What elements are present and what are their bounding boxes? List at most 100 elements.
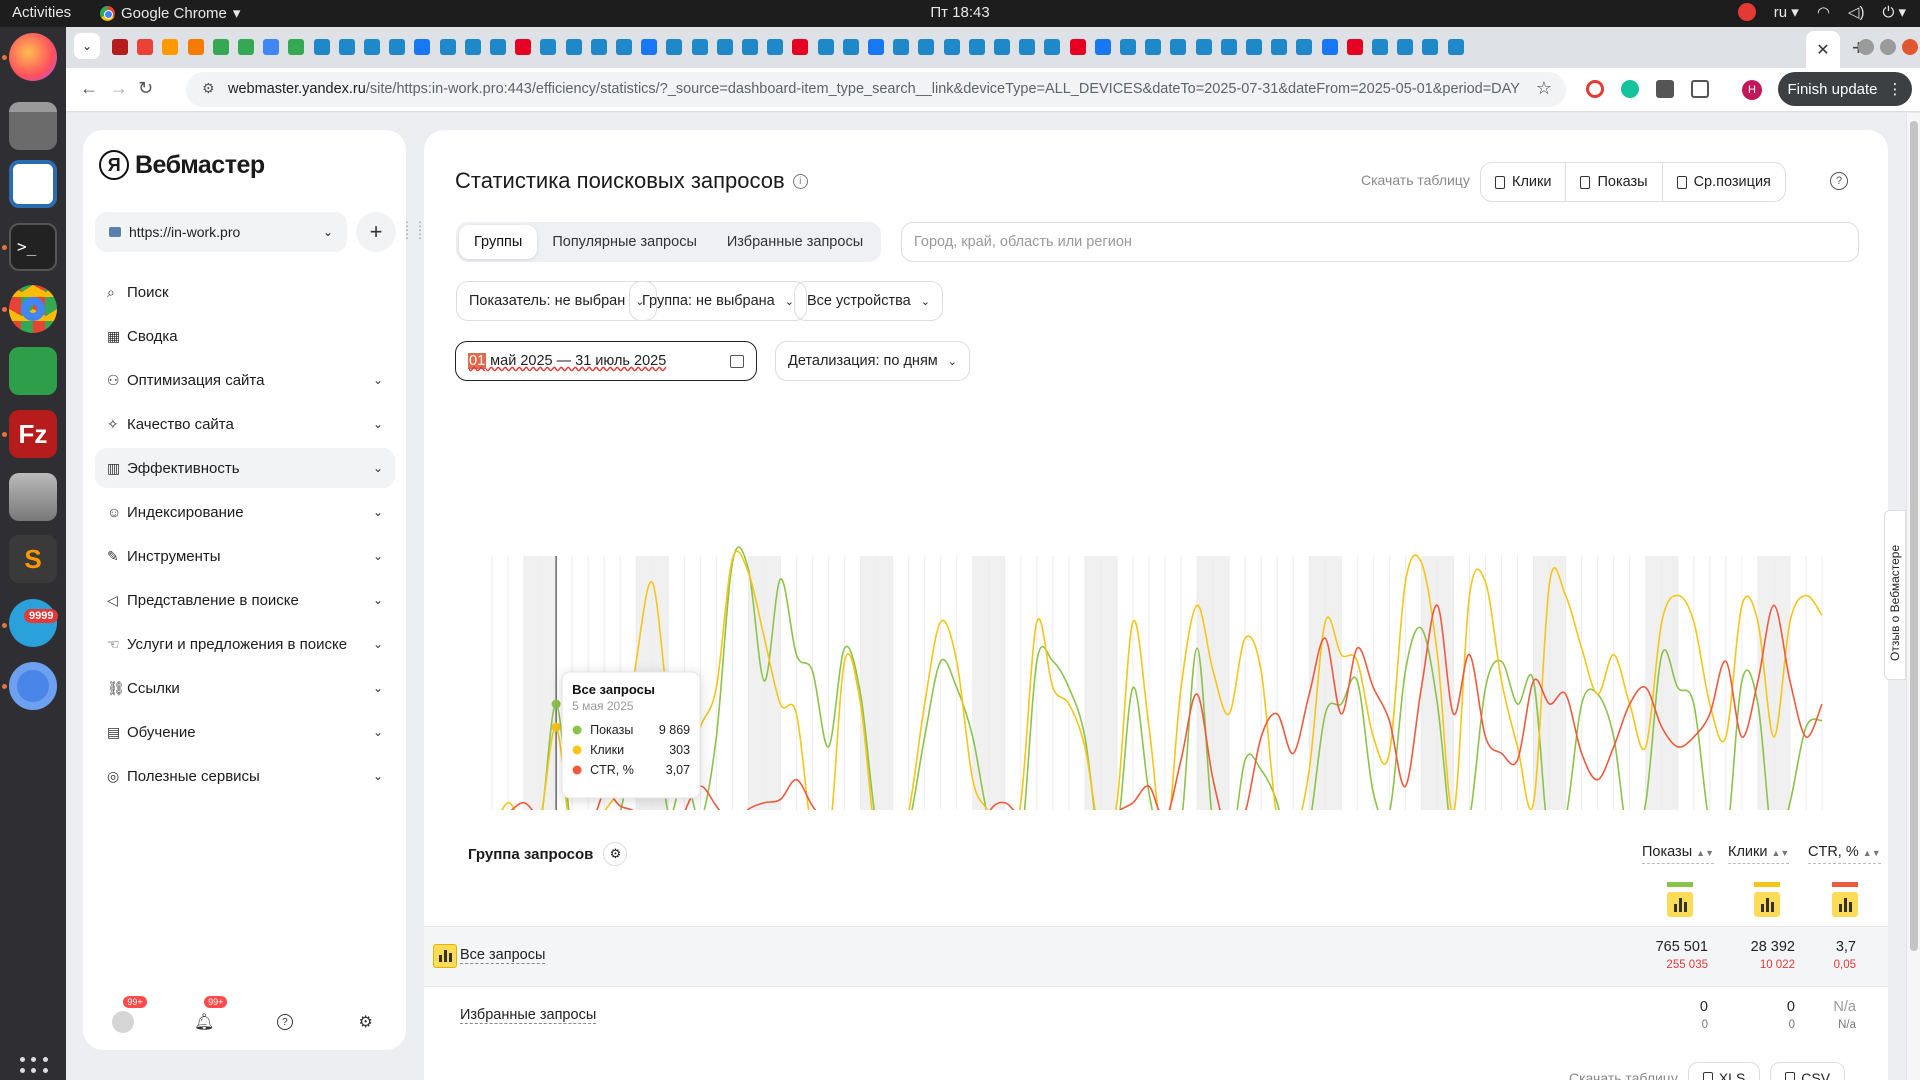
gear-icon[interactable]: ⚙ xyxy=(603,842,628,866)
pinned-tab[interactable] xyxy=(1120,39,1136,55)
drag-handle-icon[interactable]: ⋮⋮ ⋮⋮ xyxy=(401,219,427,241)
statistics-chart[interactable]: 1 мая5 мая9 мая13 мая17 мая21 мая25 мая2… xyxy=(424,410,1888,810)
user-avatar[interactable]: 99+ xyxy=(111,996,147,1034)
sidebar-item-9[interactable]: ⛓ Ссылки ⌄ xyxy=(95,668,395,708)
ctr-series-toggle[interactable] xyxy=(1832,882,1858,917)
forward-button[interactable]: → xyxy=(110,78,128,98)
extensions-puzzle-icon[interactable] xyxy=(1691,80,1709,98)
pinned-tab[interactable] xyxy=(364,39,380,55)
reload-button[interactable]: ↻ xyxy=(138,78,154,98)
sidebar-item-10[interactable]: ▤ Обучение ⌄ xyxy=(95,712,395,752)
pinned-tab[interactable] xyxy=(666,39,683,55)
tools-ext-icon[interactable] xyxy=(1656,80,1674,98)
pinned-tab[interactable] xyxy=(1321,39,1338,55)
grammarly-ext-icon[interactable] xyxy=(1621,80,1639,98)
info-icon[interactable]: i xyxy=(792,173,808,189)
pinned-tab[interactable] xyxy=(263,39,280,55)
column-ctr[interactable]: CTR, % ▲▼ xyxy=(1808,844,1881,864)
pinned-tab[interactable] xyxy=(112,39,128,55)
terminal-icon[interactable]: >_ xyxy=(9,223,57,271)
pinned-tab[interactable] xyxy=(187,39,204,55)
pinned-tab[interactable] xyxy=(893,39,910,55)
help-button[interactable]: ? xyxy=(273,1010,297,1034)
sidebar-item-6[interactable]: ✎ Инструменты ⌄ xyxy=(95,536,395,576)
pinned-tab[interactable] xyxy=(918,39,935,55)
pinned-tab[interactable] xyxy=(792,39,809,55)
chrome-dock-icon[interactable] xyxy=(9,285,57,333)
devices-filter[interactable]: Все устройства ⌄ xyxy=(794,281,943,321)
maximize-window-button[interactable] xyxy=(1880,39,1896,55)
pinned-tab[interactable] xyxy=(338,39,355,55)
close-window-button[interactable] xyxy=(1902,39,1918,55)
pinned-tab[interactable] xyxy=(641,39,658,55)
finish-update-button[interactable]: Finish update ⋮ xyxy=(1778,72,1912,106)
show-apps-icon[interactable] xyxy=(20,1057,48,1080)
language-indicator[interactable]: ru ▾ xyxy=(1773,4,1799,21)
filezilla-icon[interactable]: Fz xyxy=(9,410,57,458)
sidebar-item-2[interactable]: ⚇ Оптимизация сайта ⌄ xyxy=(95,360,395,400)
scanner-icon[interactable] xyxy=(9,473,57,521)
pinned-tab[interactable] xyxy=(767,39,784,55)
chrome-status-icon[interactable] xyxy=(1737,3,1756,21)
pinned-tab[interactable] xyxy=(994,39,1010,55)
active-tab[interactable]: ✕ xyxy=(1806,31,1840,68)
sidebar-item-7[interactable]: ◁ Представление в поиске ⌄ xyxy=(95,580,395,620)
indicator-filter[interactable]: Показатель: не выбран ⌄ xyxy=(456,281,658,321)
group-filter[interactable]: Группа: не выбрана ⌄ xyxy=(629,281,807,321)
pinned-tab[interactable] xyxy=(817,39,834,55)
tab-search-button[interactable]: ⌄ xyxy=(74,33,100,59)
pinned-tab[interactable] xyxy=(943,39,960,55)
activities-button[interactable]: Activities xyxy=(12,4,72,21)
pinned-tab[interactable] xyxy=(590,39,607,55)
power-icon[interactable]: ⏻ ▾ xyxy=(1882,4,1906,21)
pinned-tab[interactable] xyxy=(1094,39,1111,55)
download-position-button[interactable]: Ср.позиция xyxy=(1663,163,1785,201)
help-icon[interactable]: ? xyxy=(1830,172,1848,190)
sidebar-item-8[interactable]: ☜ Услуги и предложения в поиске ⌄ xyxy=(95,624,395,664)
csv-download-button[interactable]: CSV xyxy=(1770,1062,1846,1080)
page-scrollbar[interactable] xyxy=(1906,113,1920,1080)
profile-avatar[interactable]: Н xyxy=(1742,80,1762,100)
calendar-icon[interactable] xyxy=(730,354,744,368)
tab-favorite-queries[interactable]: Избранные запросы xyxy=(726,234,864,250)
chromium-icon[interactable] xyxy=(9,662,57,710)
pinned-tab[interactable] xyxy=(1220,39,1237,55)
shows-series-toggle[interactable] xyxy=(1667,882,1693,917)
pinned-tab[interactable] xyxy=(1296,39,1313,55)
settings-button[interactable]: ⚙ xyxy=(354,1010,378,1034)
pinned-tab[interactable] xyxy=(212,39,229,55)
pinned-tab[interactable] xyxy=(162,39,179,55)
pinned-tab[interactable] xyxy=(742,39,758,55)
firefox-icon[interactable] xyxy=(9,33,57,81)
pinned-tab[interactable] xyxy=(490,39,506,55)
opera-ext-icon[interactable] xyxy=(1586,80,1604,98)
row-name-link[interactable]: Все запросы xyxy=(460,947,546,964)
pinned-tab[interactable] xyxy=(1019,39,1036,55)
pinned-tab[interactable] xyxy=(515,39,532,55)
pinned-tab[interactable] xyxy=(1447,39,1464,55)
pinned-tab[interactable] xyxy=(691,39,708,55)
pinned-tab[interactable] xyxy=(1422,39,1439,55)
address-bar[interactable]: ⚙ webmaster.yandex.ru/site/https:in-work… xyxy=(186,72,1566,107)
pinned-tab[interactable] xyxy=(565,39,582,55)
sidebar-item-0[interactable]: ⌕ Поиск xyxy=(95,272,395,312)
pinned-tab[interactable] xyxy=(968,39,985,55)
pinned-tab[interactable] xyxy=(1044,39,1061,55)
pinned-tab[interactable] xyxy=(414,39,431,55)
back-button[interactable]: ← xyxy=(80,78,98,98)
pinned-tab[interactable] xyxy=(1195,39,1212,55)
notifications-button[interactable]: 🔔︎ 99+ xyxy=(192,996,228,1034)
pinned-tab[interactable] xyxy=(1069,39,1086,55)
table-row[interactable]: Все запросы 765 501 255 035 28 392 10 022 … xyxy=(424,926,1888,986)
pinned-tab[interactable] xyxy=(716,39,733,55)
xls-download-button[interactable]: XLS xyxy=(1687,1062,1761,1080)
pinned-tab[interactable] xyxy=(389,39,406,55)
pinned-tab[interactable] xyxy=(1246,39,1262,55)
download-clicks-button[interactable]: Клики xyxy=(1481,163,1567,201)
pinned-tab[interactable] xyxy=(1397,39,1414,55)
sidebar-item-5[interactable]: ☺ Индексирование ⌄ xyxy=(95,492,395,532)
app-menu[interactable]: Google Chrome ▾ xyxy=(100,4,240,22)
date-range-input[interactable]: 01 май 2025 — 31 июль 2025 xyxy=(455,341,757,381)
telegram-icon[interactable] xyxy=(9,599,57,647)
